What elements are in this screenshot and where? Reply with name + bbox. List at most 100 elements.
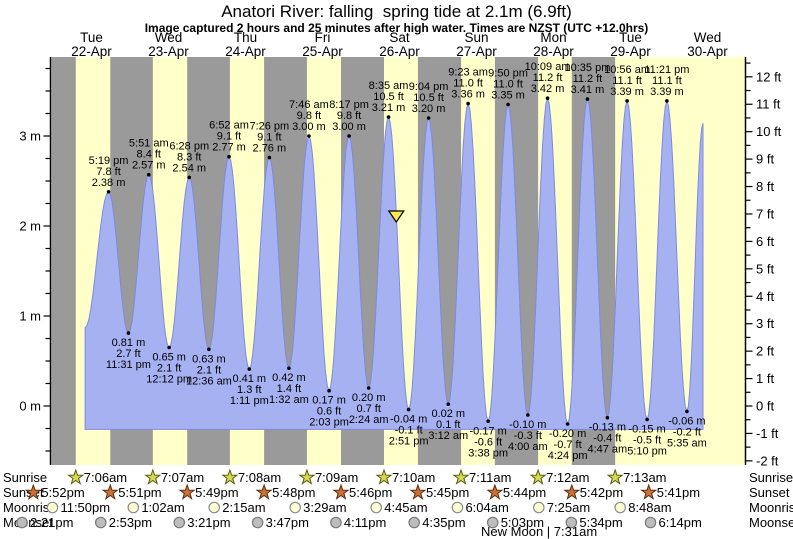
low-tide-label: -0.2 ft	[673, 426, 701, 438]
y-axis-right-label: 12 ft	[756, 69, 782, 84]
low-tide-label: -0.5 ft	[633, 435, 661, 447]
low-tide-label: 4:00 am	[508, 441, 548, 453]
low-tide-label: 0.42 m	[272, 372, 306, 384]
low-tide-label: 0.65 m	[152, 352, 186, 364]
low-tide-label: 2:03 pm	[309, 417, 349, 429]
high-tide-dot	[585, 97, 590, 101]
astro-row-label-right: Sunrise	[749, 470, 793, 485]
astro-row-label-right: Moonrise	[749, 500, 793, 515]
high-tide-dot	[146, 172, 151, 177]
high-tide-label: 10.5 ft	[413, 92, 444, 104]
high-tide-label: 8.4 ft	[137, 149, 161, 161]
moonset-time-label: 2:21pm	[30, 515, 73, 530]
high-tide-label: 9.1 ft	[257, 132, 281, 144]
low-tide-label: -0.04 m	[390, 414, 427, 426]
high-tide-label: 2.54 m	[172, 162, 206, 174]
high-tide-label: 11.2 ft	[573, 73, 603, 85]
sunset-star-icon	[486, 483, 504, 500]
moonrise-time-label: 1:02am	[141, 500, 184, 515]
high-tide-label: 10.5 ft	[373, 91, 404, 103]
moonset-time-label: 4:35pm	[422, 515, 465, 530]
y-axis-left-label: 3 m	[19, 129, 41, 144]
low-tide-label: -0.1 ft	[395, 425, 423, 437]
moonrise-icon	[127, 501, 140, 514]
high-tide-label: 9:50 pm	[488, 68, 528, 80]
moonrise-time-label: 4:45am	[384, 500, 427, 515]
sunset-star-icon	[178, 483, 196, 500]
high-tide-label: 3.20 m	[412, 103, 446, 115]
low-tide-label: 0.20 m	[352, 392, 386, 404]
low-tide-dot	[605, 415, 610, 420]
high-tide-label: 3.21 m	[372, 102, 406, 114]
low-tide-dot	[126, 331, 131, 335]
low-tide-dot	[327, 388, 331, 393]
high-tide-dot	[106, 190, 111, 194]
low-tide-label: -0.13 m	[589, 422, 626, 434]
low-tide-label: 0.02 m	[431, 408, 465, 420]
sunset-star-icon	[101, 483, 119, 500]
low-tide-label: 0.41 m	[232, 373, 266, 385]
low-tide-dot	[207, 347, 211, 352]
high-tide-label: 11.0 ft	[493, 79, 523, 91]
day-label-dow: Sat	[389, 30, 410, 45]
low-tide-label: -0.15 m	[628, 424, 665, 436]
high-tide-label: 2.57 m	[132, 160, 166, 172]
current-level-marker	[387, 210, 405, 224]
sunset-time-label: 5:45pm	[426, 485, 469, 500]
high-tide-label: 3.00 m	[332, 121, 366, 133]
astro-row-label-right: Moonset	[749, 515, 793, 530]
low-tide-label: 4:24 pm	[548, 450, 588, 462]
high-tide-label: 10:09 am	[525, 61, 571, 73]
sunset-time-label: 5:52pm	[41, 485, 84, 500]
moonrise-time-label: 7:25am	[547, 500, 590, 515]
high-tide-label: 9.8 ft	[337, 110, 361, 122]
moonset-icon	[565, 516, 578, 529]
high-tide-label: 8:35 am	[369, 80, 409, 92]
high-tide-label: 7:46 am	[289, 99, 329, 111]
y-axis-right-label: 11 ft	[756, 97, 781, 112]
moonset-icon	[16, 516, 28, 529]
high-tide-label: 3.00 m	[292, 121, 326, 133]
low-tide-dot	[486, 419, 490, 424]
day-label-dow: Thu	[234, 30, 257, 45]
sunset-time-label: 5:46pm	[349, 485, 392, 500]
day-label-dow: Mon	[540, 30, 566, 45]
low-tide-label: 1.3 ft	[237, 384, 261, 396]
day-label-date: 26-Apr	[379, 44, 420, 59]
high-tide-label: 11.2 ft	[533, 72, 563, 84]
y-axis-right-label: 3 ft	[756, 316, 774, 331]
moonrise-icon	[289, 501, 301, 514]
low-tide-label: 4:47 am	[587, 444, 627, 456]
day-label-dow: Fri	[315, 30, 331, 45]
sunset-star-icon	[255, 483, 273, 500]
day-label-dow: Wed	[694, 30, 722, 45]
low-tide-label: 2:24 am	[349, 414, 389, 426]
moonset-time-label: 3:21pm	[187, 515, 230, 530]
sunrise-star-icon	[452, 468, 470, 485]
day-label-date: 25-Apr	[302, 44, 343, 59]
moonrise-time-label: 6:04am	[465, 500, 508, 515]
y-axis-right-label: 10 ft	[756, 124, 782, 139]
high-tide-label: 11:21 pm	[644, 64, 689, 76]
moonrise-icon	[451, 501, 464, 514]
sunset-time-label: 5:49pm	[195, 485, 238, 500]
high-tide-dot	[307, 134, 311, 138]
low-tide-dot	[406, 407, 411, 412]
high-tide-dot	[545, 96, 550, 100]
page-title: Anatori River: falling spring tide at 2.…	[221, 2, 572, 21]
low-tide-label: -0.10 m	[509, 419, 546, 431]
astro-row-label-left: Moonrise	[3, 500, 56, 515]
moonset-time-label: 2:53pm	[109, 515, 152, 530]
y-axis-right-label: -1 ft	[756, 426, 779, 441]
low-tide-label: 1:32 am	[269, 394, 309, 406]
day-label-date: 27-Apr	[456, 44, 497, 59]
sunrise-time-label: 7:11am	[469, 470, 511, 485]
low-tide-label: 1:11 pm	[230, 395, 269, 407]
low-tide-label: -0.4 ft	[593, 433, 621, 445]
low-tide-dot	[526, 413, 530, 417]
y-axis-right-label: 6 ft	[756, 234, 774, 249]
low-tide-label: 1.4 ft	[277, 383, 301, 395]
day-label-date: 22-Apr	[71, 44, 112, 59]
moonrise-icon	[370, 501, 383, 514]
moonrise-icon	[532, 501, 545, 514]
